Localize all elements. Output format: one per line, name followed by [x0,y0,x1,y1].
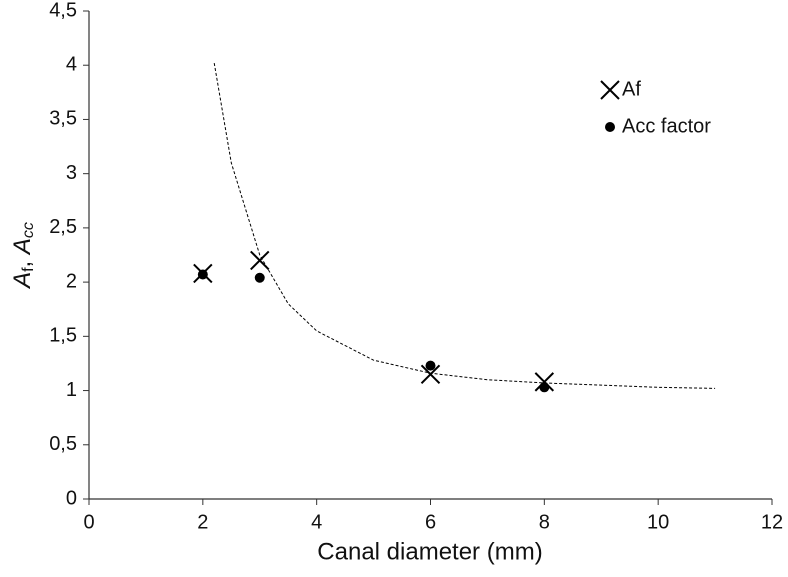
legend-label: Af [622,78,641,100]
trendline [213,62,716,389]
legend-label: Acc factor [622,115,711,137]
y-axis-label: Af, Acc [9,222,37,290]
y-tick-label: 1 [66,379,77,401]
y-tick-label: 0,5 [49,433,77,455]
legend-marker [605,122,615,132]
y-tick-label: 4 [66,54,77,76]
data-point [254,272,265,283]
data-point [197,269,208,280]
y-label-part: A [9,238,36,256]
y-label-sub: f [20,267,37,272]
x-tick-label: 6 [425,511,436,533]
data-point [539,382,550,393]
data-point [250,250,270,271]
y-tick-label: 1,5 [49,325,77,347]
x-tick-label: 12 [761,511,783,533]
x-tick-label: 0 [83,511,94,533]
y-tick-label: 2 [66,270,77,292]
x-tick-label: 10 [647,511,669,533]
data-point [534,372,555,392]
x-tick-label: 8 [539,511,550,533]
y-label-part: A [9,272,36,290]
y-tick-label: 4,5 [49,0,77,21]
x-axis-label: Canal diameter (mm) [317,538,542,565]
x-tick-label: 2 [197,511,208,533]
data-point [420,364,441,384]
y-tick-label: 2,5 [49,216,77,238]
y-tick-label: 3,5 [49,108,77,130]
y-label-part: , [9,254,36,267]
y-tick-label: 3 [66,162,77,184]
y-tick-label: 0 [66,487,77,509]
y-label-sub: cc [20,222,37,238]
x-tick-label: 4 [311,511,322,533]
legend-marker [600,80,620,100]
data-point [425,360,436,371]
